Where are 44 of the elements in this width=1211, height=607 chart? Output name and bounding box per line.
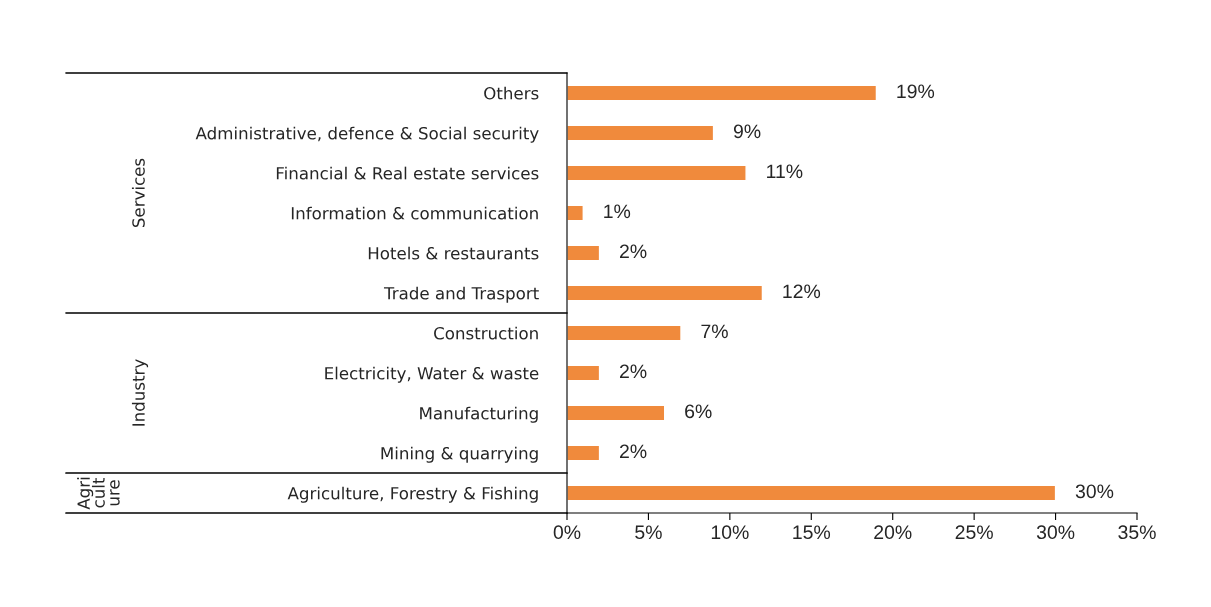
bar	[567, 84, 878, 102]
bar	[567, 124, 715, 142]
data-label: 6%	[685, 404, 712, 419]
text: Agri cult ure	[77, 477, 120, 510]
x-tick-label: 30%	[1036, 525, 1075, 540]
data-label: 2%	[619, 364, 647, 379]
data-label: 11%	[767, 164, 803, 179]
data-label: 12%	[783, 284, 821, 299]
x-tick-label: 35%	[1118, 525, 1156, 540]
y-tick-label: Trade and Trasport	[383, 286, 539, 303]
y-tick-label: Hotels & restaurants	[368, 246, 539, 260]
bar	[567, 164, 747, 182]
bar	[567, 244, 601, 262]
bar	[567, 404, 666, 422]
data-label: 30%	[1075, 484, 1114, 499]
x-tick-label: 15%	[793, 525, 831, 540]
y-tick-label: Manufacturing	[420, 406, 538, 423]
y-tick-label: Mining & quarrying	[381, 446, 538, 463]
y-tick-label: Financial & Real estate services	[276, 166, 539, 180]
bar	[567, 444, 601, 462]
data-label: 9%	[733, 124, 761, 139]
bar	[567, 324, 682, 342]
x-tick-label: 0%	[553, 525, 581, 540]
y-tick-label: Agriculture, Forestry & Fishing	[287, 486, 538, 503]
bar	[567, 204, 584, 222]
bar	[567, 364, 601, 382]
data-label: 2%	[619, 444, 647, 459]
data-label: 2%	[619, 244, 647, 259]
data-label: 19%	[897, 84, 935, 99]
bar	[567, 484, 1057, 502]
y-tick-label: Information & communication	[291, 206, 538, 220]
y-tick-label: Electricity, Water & waste	[325, 366, 539, 383]
data-label: 1%	[604, 204, 631, 219]
text: Industry	[131, 359, 149, 426]
x-tick-label: 5%	[635, 525, 662, 540]
y-tick-label: Others	[484, 86, 539, 100]
text: Services	[131, 158, 145, 228]
y-tick-label: Administrative, defence & Social security	[195, 126, 539, 143]
y-tick-label: Construction	[434, 326, 538, 340]
x-tick-label: 25%	[955, 525, 993, 540]
x-tick-label: 20%	[874, 525, 912, 540]
data-label: 7%	[701, 324, 728, 339]
bar	[567, 284, 764, 302]
x-tick-label: 10%	[711, 525, 749, 540]
